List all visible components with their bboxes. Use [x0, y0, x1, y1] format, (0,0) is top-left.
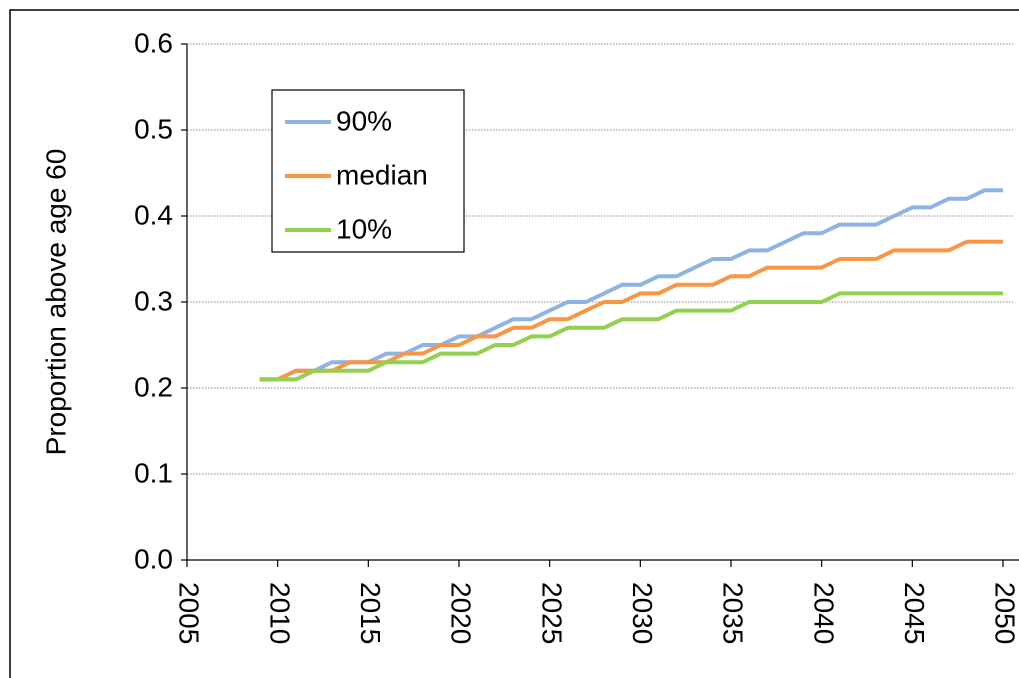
x-tick-label: 2020 — [446, 582, 477, 644]
legend: 90% median 10% — [271, 89, 465, 253]
series-line — [259, 188, 1003, 382]
plot-lines — [259, 188, 1003, 382]
y-tick-label: 0.5 — [134, 113, 173, 144]
y-tick-label: 0.0 — [134, 543, 173, 574]
grid — [187, 43, 1013, 475]
x-tick-label: 2015 — [355, 582, 386, 644]
legend-label: median — [336, 159, 428, 190]
y-axis-title: Proportion above age 60 — [40, 149, 71, 456]
x-tick-label: 2025 — [536, 582, 567, 644]
x-tick-label: 2035 — [718, 582, 749, 644]
legend-label: 10% — [336, 213, 392, 244]
x-tick-label: 2045 — [899, 582, 930, 644]
legend-box — [271, 89, 465, 253]
legend-label: 90% — [336, 105, 392, 136]
y-tick-label: 0.6 — [134, 27, 173, 58]
y-tick-label: 0.3 — [134, 285, 173, 316]
y-tick-label: 0.4 — [134, 199, 173, 230]
x-tick-label: 2030 — [627, 582, 658, 644]
y-tick-label: 0.1 — [134, 457, 173, 488]
x-tick-label: 2005 — [174, 582, 205, 644]
x-tick-label: 2040 — [808, 582, 839, 644]
y-tick-label: 0.2 — [134, 371, 173, 402]
x-tick-label: 2010 — [264, 582, 295, 644]
series-line — [259, 291, 1003, 382]
axes: 0.0 0.1 0.2 0.3 0.4 0.5 0.6 2005 2010 2015 2020 202… — [134, 27, 1019, 644]
x-tick-label: 2050 — [990, 582, 1019, 644]
